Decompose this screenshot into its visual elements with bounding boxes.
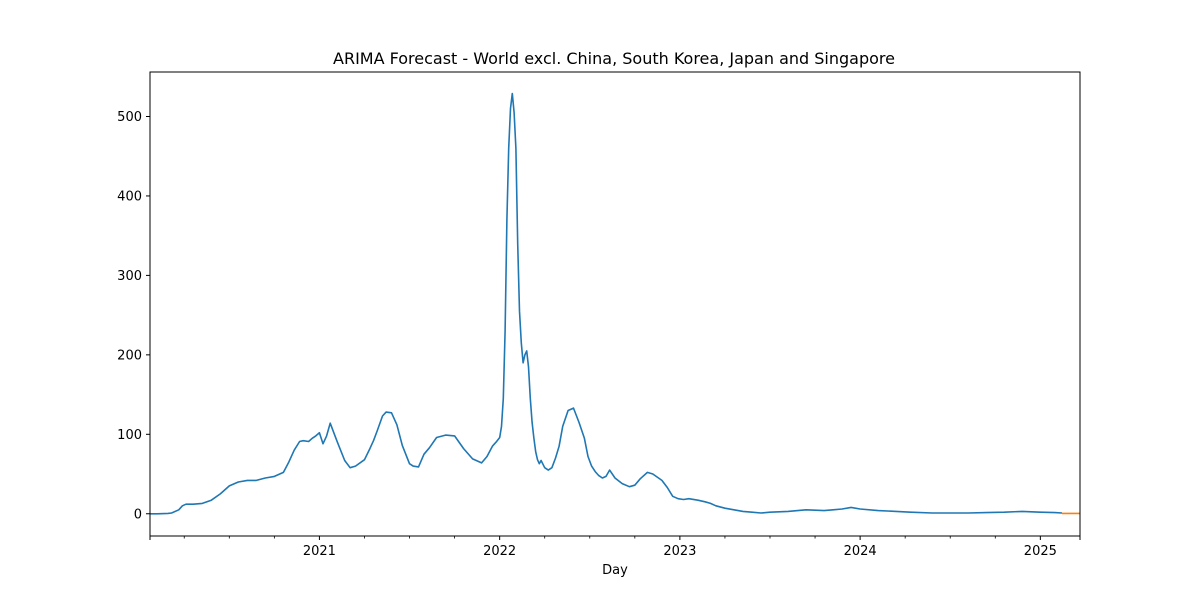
series-line-actual [150, 92, 1063, 515]
y-tick-label: 200 [117, 348, 142, 363]
x-axis-label: Day [602, 563, 628, 578]
y-tick-label: 0 [134, 507, 142, 522]
plot-frame [149, 71, 1081, 537]
x-tick-label: 2023 [663, 544, 696, 559]
x-tick-label: 2024 [844, 544, 877, 559]
plot-area [149, 71, 1081, 537]
x-tick-label: 2021 [303, 544, 336, 559]
y-tick-label: 100 [117, 428, 142, 443]
y-tick-label: 300 [117, 269, 142, 284]
y-axis: 0 100 200 300 400 500 [117, 110, 150, 522]
series-layer [150, 92, 1080, 515]
y-tick-label: 500 [117, 110, 142, 125]
x-tick-label: 2022 [483, 544, 516, 559]
x-axis: 2021 2022 2023 2024 2025 [149, 536, 1081, 559]
chart-title: ARIMA Forecast - World excl. China, Sout… [333, 49, 895, 68]
x-tick-label: 2025 [1024, 544, 1057, 559]
y-tick-label: 400 [117, 189, 142, 204]
